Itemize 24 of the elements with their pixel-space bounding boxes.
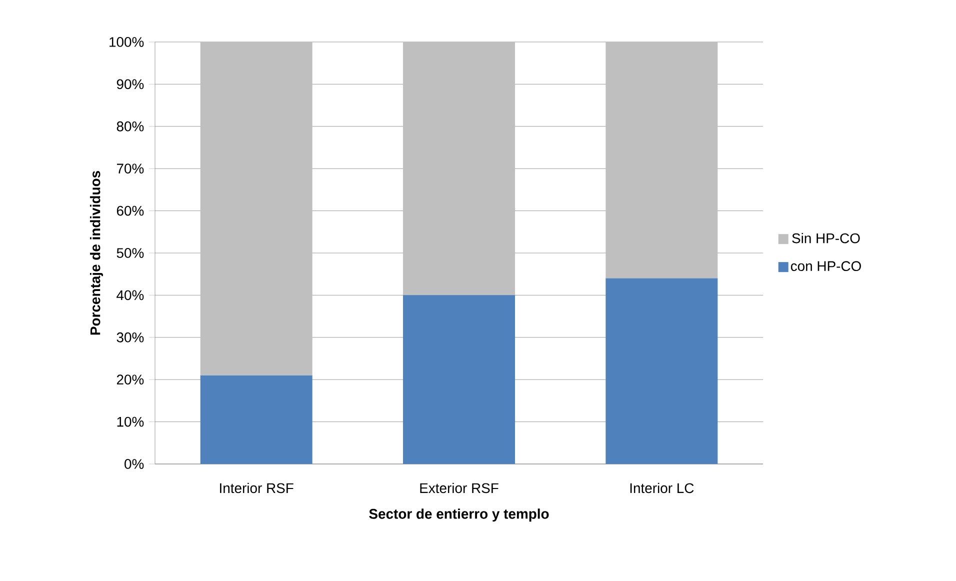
y-axis-title: Porcentaje de individuos <box>90 171 103 335</box>
y-tick-label: 100% <box>110 37 144 47</box>
y-tick-label: 50% <box>116 248 144 258</box>
x-tick-label: Interior RSF <box>220 482 294 494</box>
legend-label: Sin HP-CO <box>792 232 860 244</box>
y-tick-label: 30% <box>116 332 144 342</box>
bar <box>200 375 312 464</box>
bar <box>403 295 516 464</box>
y-tick-label: 40% <box>116 290 144 300</box>
bar <box>606 278 718 464</box>
x-tick-label: Interior LC <box>630 482 694 494</box>
legend-label: con HP-CO <box>790 261 861 272</box>
y-tick-label: 20% <box>116 374 144 385</box>
y-tick-label: 0% <box>124 459 144 469</box>
bar <box>606 42 718 278</box>
bar <box>403 42 516 296</box>
y-tick-label: 60% <box>116 206 144 216</box>
y-tick-label: 90% <box>116 79 144 90</box>
bar <box>200 42 312 376</box>
y-tick-label: 10% <box>117 416 144 427</box>
x-tick-label: Exterior RSF <box>420 482 498 494</box>
y-tick-label: 70% <box>116 164 144 174</box>
y-tick-label: 80% <box>116 121 144 132</box>
x-axis-title: Sector de entierro y templo <box>369 508 549 522</box>
